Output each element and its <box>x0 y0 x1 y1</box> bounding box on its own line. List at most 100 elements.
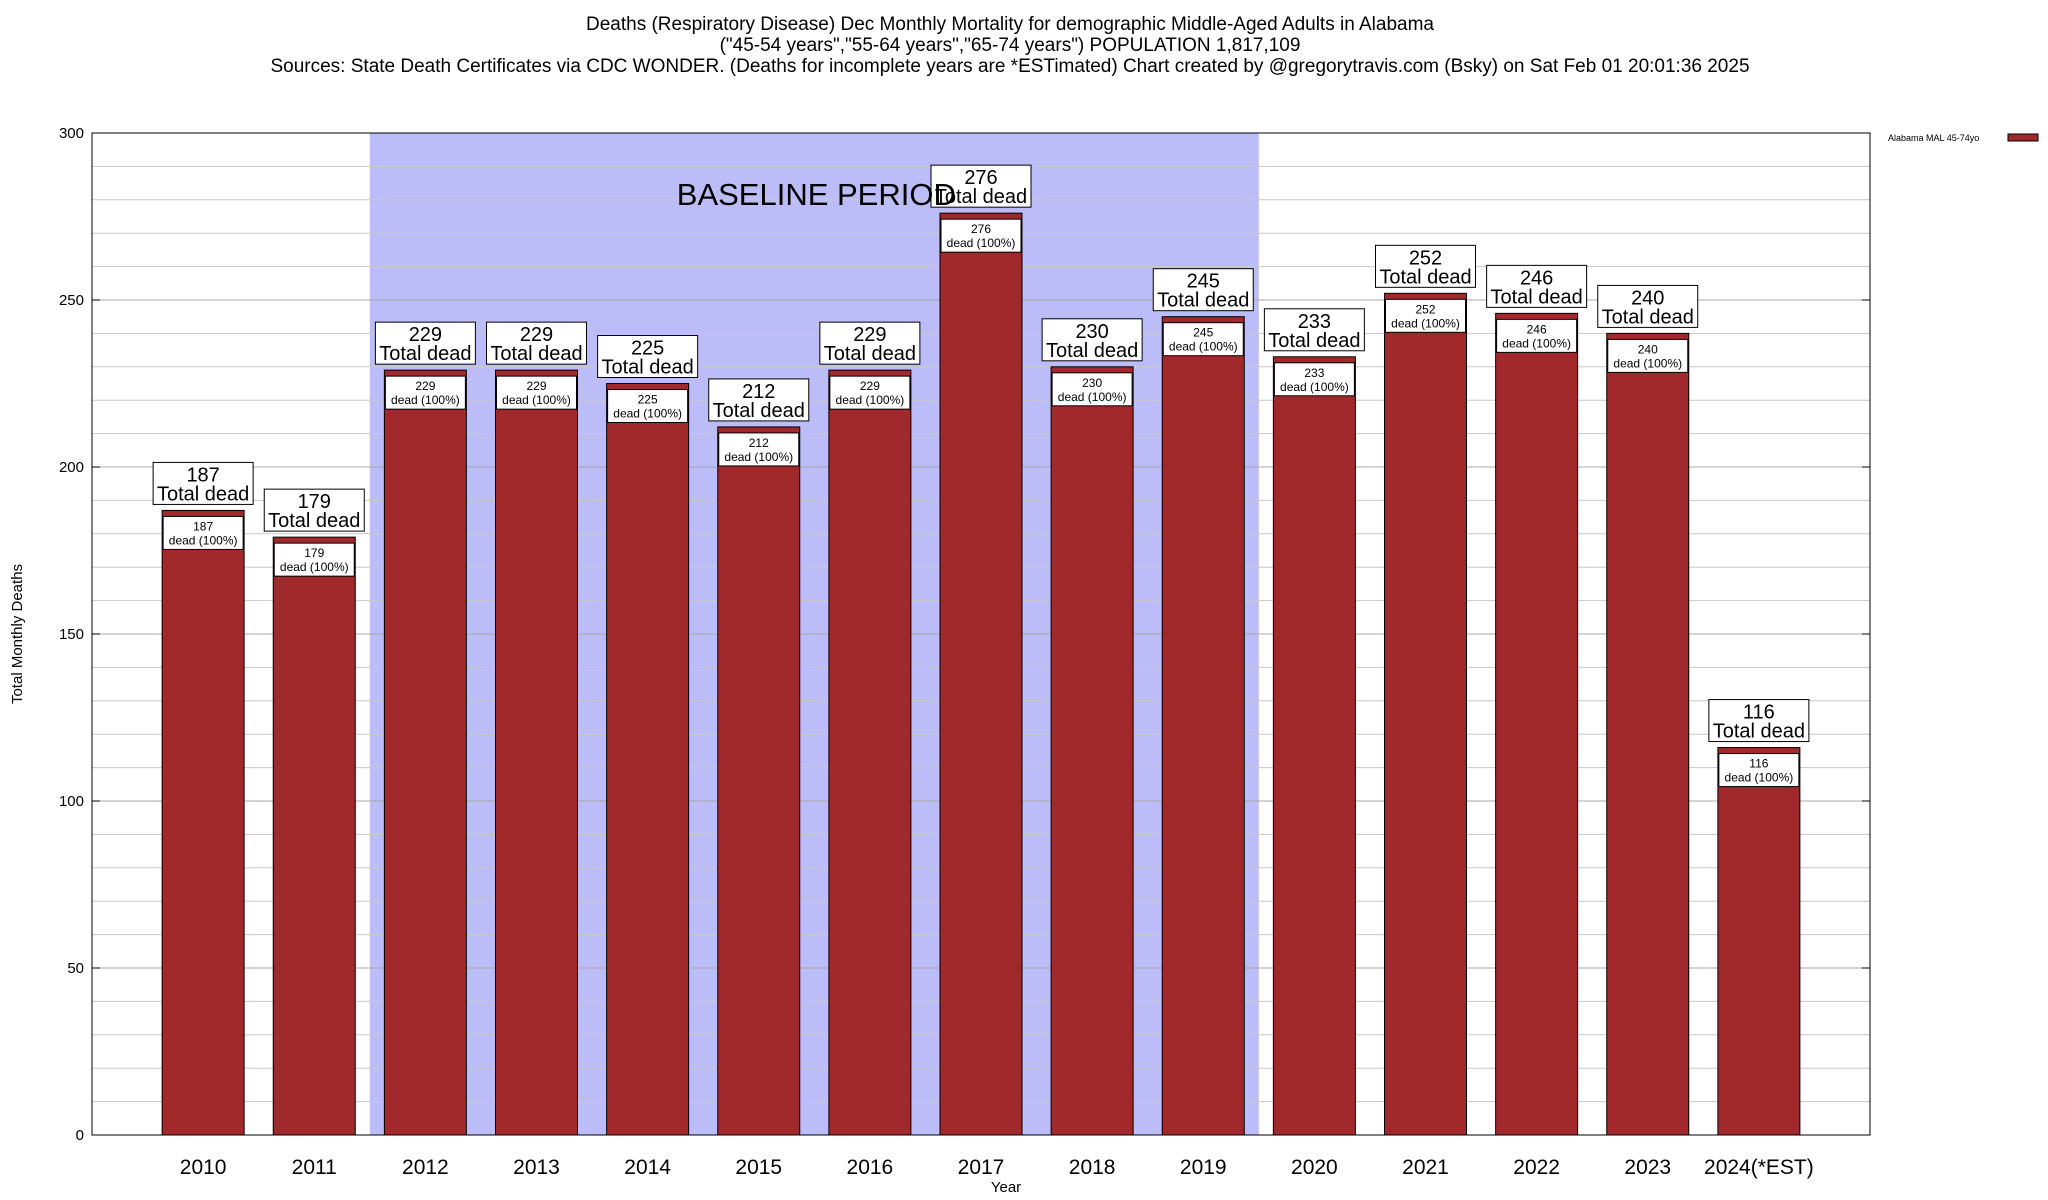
total-value-label: 229 <box>853 324 886 346</box>
inner-label-box <box>1607 338 1689 373</box>
y-axis-label: Total Monthly Deaths <box>9 564 26 704</box>
y-tick-label: 100 <box>59 793 84 810</box>
inner-percent-label: dead (100%) <box>280 560 349 574</box>
inner-percent-label: dead (100%) <box>391 393 460 407</box>
inner-label-box <box>718 432 800 467</box>
inner-value-label: 233 <box>1304 366 1324 380</box>
inner-percent-label: dead (100%) <box>1725 771 1794 785</box>
total-text-label: Total dead <box>157 483 249 505</box>
inner-value-label: 246 <box>1527 322 1547 336</box>
total-value-label: 229 <box>409 324 442 346</box>
inner-value-label: 187 <box>193 519 213 533</box>
chart-title-line: ("45-54 years","55-64 years","65-74 year… <box>720 35 1301 56</box>
inner-label-box <box>1051 372 1133 407</box>
total-text-label: Total dead <box>1713 721 1805 743</box>
total-value-label: 233 <box>1298 311 1331 333</box>
inner-label-box <box>1718 753 1800 788</box>
x-tick-label: 2021 <box>1402 1156 1449 1179</box>
inner-percent-label: dead (100%) <box>613 407 682 421</box>
inner-percent-label: dead (100%) <box>1613 356 1682 370</box>
inner-percent-label: dead (100%) <box>1502 336 1571 350</box>
total-text-label: Total dead <box>713 400 805 422</box>
total-label-box <box>930 164 1032 208</box>
total-value-label: 116 <box>1743 702 1775 724</box>
inner-value-label: 116 <box>1749 757 1768 771</box>
chart-title-line: Deaths (Respiratory Disease) Dec Monthly… <box>586 14 1434 35</box>
x-tick-label: 2023 <box>1624 1156 1671 1179</box>
inner-value-label: 225 <box>638 393 658 407</box>
inner-percent-label: dead (100%) <box>947 236 1016 250</box>
inner-label-box <box>1273 362 1355 397</box>
total-value-label: 225 <box>631 338 664 360</box>
total-value-label: 212 <box>742 381 775 403</box>
x-tick-label: 2022 <box>1513 1156 1560 1179</box>
inner-percent-label: dead (100%) <box>1058 390 1127 404</box>
x-tick-label: 2024(*EST) <box>1704 1156 1814 1179</box>
bar <box>495 369 578 1136</box>
bar <box>717 426 801 1136</box>
total-label-box <box>1375 244 1476 288</box>
inner-value-label: 276 <box>971 222 991 236</box>
bar <box>1384 292 1467 1136</box>
inner-value-label: 179 <box>304 546 324 560</box>
x-tick-label: 2020 <box>1291 1156 1338 1179</box>
bar <box>1606 332 1690 1136</box>
legend-swatch <box>2007 133 2039 142</box>
total-label-box <box>1152 268 1254 312</box>
total-value-label: 246 <box>1520 267 1553 289</box>
total-text-label: Total dead <box>1046 340 1138 362</box>
total-text-label: Total dead <box>268 510 360 532</box>
total-value-label: 252 <box>1409 247 1442 269</box>
total-label-box <box>374 321 476 365</box>
y-tick-label: 0 <box>76 1127 84 1144</box>
inner-value-label: 230 <box>1082 376 1102 390</box>
bar <box>1272 356 1356 1136</box>
inner-value-label: 252 <box>1415 302 1435 316</box>
total-label-box <box>152 461 254 505</box>
inner-label-box <box>1385 298 1466 333</box>
inner-value-label: 229 <box>860 379 880 393</box>
chart-title-block: Deaths (Respiratory Disease) Dec Monthly… <box>270 14 1749 77</box>
total-text-label: Total dead <box>824 343 916 365</box>
y-tick-label: 150 <box>59 626 84 643</box>
total-value-label: 229 <box>520 324 553 346</box>
total-label-box <box>819 321 921 365</box>
inner-percent-label: dead (100%) <box>1169 340 1238 354</box>
x-tick-label: 2012 <box>402 1156 449 1179</box>
total-value-label: 187 <box>186 464 219 486</box>
total-text-label: Total dead <box>1602 306 1694 328</box>
total-label-box <box>1263 308 1365 352</box>
total-text-label: Total dead <box>1268 330 1360 352</box>
total-label-box <box>597 335 699 378</box>
inner-percent-label: dead (100%) <box>1280 380 1349 394</box>
bar <box>606 383 690 1136</box>
inner-label-box <box>1496 318 1578 353</box>
inner-percent-label: dead (100%) <box>724 450 793 464</box>
inner-percent-label: dead (100%) <box>169 533 238 547</box>
inner-percent-label: dead (100%) <box>836 393 905 407</box>
bar <box>1495 312 1579 1136</box>
chart-title-line: Sources: State Death Certificates via CD… <box>270 56 1749 77</box>
inner-label-box <box>607 389 689 423</box>
bar <box>1161 316 1245 1136</box>
legend-label: Alabama MAL 45-74yo <box>1888 133 1979 143</box>
total-value-label: 179 <box>298 491 331 513</box>
bar <box>161 509 245 1136</box>
total-text-label: Total dead <box>1379 266 1471 288</box>
total-text-label: Total dead <box>601 357 693 379</box>
x-tick-label: 2016 <box>847 1156 894 1179</box>
total-label-box <box>1597 284 1699 328</box>
total-label-box <box>1708 699 1810 743</box>
bar <box>1050 366 1134 1136</box>
baseline-period-label: BASELINE PERIOD <box>677 177 956 212</box>
x-tick-label: 2014 <box>624 1156 671 1179</box>
inner-value-label: 229 <box>415 379 435 393</box>
total-value-label: 245 <box>1187 271 1220 293</box>
inner-value-label: 240 <box>1638 342 1658 356</box>
inner-label-box <box>384 375 466 410</box>
total-value-label: 276 <box>964 167 997 189</box>
inner-percent-label: dead (100%) <box>502 393 571 407</box>
total-text-label: Total dead <box>1490 286 1582 308</box>
